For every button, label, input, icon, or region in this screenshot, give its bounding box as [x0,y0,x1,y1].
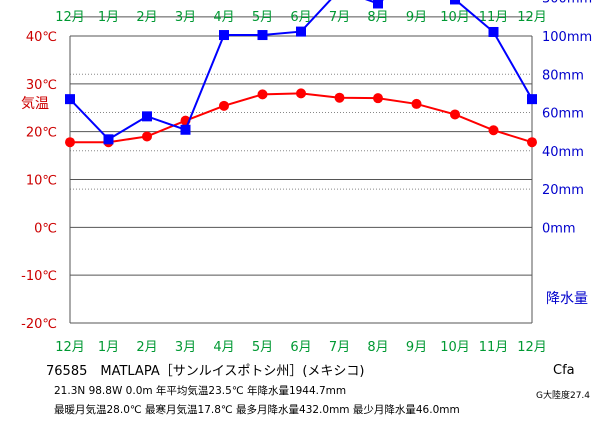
precipitation-point [65,94,75,105]
temperature-tick-label: -20℃ [21,317,57,332]
climate-classification: Cfa [553,363,575,378]
precipitation-tick-label: 60mm [542,107,584,122]
month-label: 1月 [98,10,119,25]
month-label: 6月 [290,340,311,355]
temperature-axis-ticks: 40℃ 30℃ 20℃ 10℃ 0℃ -10℃ -20℃ [21,30,57,332]
month-label: 2月 [136,10,157,25]
month-label: 5月 [252,340,273,355]
month-label: 8月 [367,10,388,25]
month-label: 10月 [440,340,470,355]
month-label: 9月 [406,10,427,25]
temperature-tick-label: -10℃ [21,269,57,284]
month-label: 1月 [98,340,119,355]
temperature-point [488,125,499,136]
continentality-index: G大陸度27.4 [536,391,591,401]
month-label: 3月 [175,10,196,25]
temperature-point [257,89,268,100]
precipitation-point [142,111,152,122]
precipitation-tick-label: 80mm [542,68,584,83]
month-label: 7月 [329,340,350,355]
month-label: 7月 [329,10,350,25]
temperature-tick-label: 30℃ [26,78,57,93]
precipitation-point [488,26,499,37]
temperature-tick-label: 0℃ [34,221,57,236]
chart-grid [69,16,533,324]
station-details-line1: 21.3N 98.8W 0.0m 年平均気温23.5℃ 年降水量1944.7mm [54,385,347,397]
temperature-point [296,88,306,99]
top-month-labels: 12月 1月 2月 3月 4月 5月 6月 7月 8月 9月 10月 11月 12月 [55,10,547,25]
precipitation-axis-label: 降水量 [546,291,588,307]
temperature-point [334,92,345,103]
station-details-line2: 最暖月気温28.0℃ 最寒月気温17.8℃ 最多月降水量432.0mm 最少月降… [54,404,460,416]
precipitation-point [180,124,191,135]
precipitation-point [257,30,268,41]
precipitation-tick-label: 100mm [542,30,592,45]
temperature-point [219,100,229,111]
precipitation-point [450,0,460,5]
precipitation-tick-label: 20mm [542,183,584,198]
temperature-point [65,137,75,148]
precipitation-tick-label: 0mm [542,221,576,236]
precipitation-point [219,30,229,41]
temperature-series [65,88,537,148]
temperature-point [527,137,537,148]
temperature-point [373,93,383,104]
temperature-point [411,98,422,109]
month-label: 4月 [213,10,234,25]
precipitation-point [296,26,306,37]
temperature-axis-label: 気温 [21,96,49,112]
precipitation-axis-ticks: 0mm20mm40mm60mm80mm100mm300mm500mm [542,0,592,236]
station-title: 76585 MATLAPA［サンルイスポトシ州］(メキシコ) [46,364,365,379]
month-label: 8月 [367,340,388,355]
temperature-point [450,109,460,120]
month-label: 11月 [479,10,509,25]
precipitation-point [373,0,383,9]
month-label: 12月 [55,10,85,25]
precipitation-point [103,134,114,145]
month-label: 12月 [517,10,547,25]
temperature-line [70,92,533,144]
temperature-tick-label: 40℃ [26,30,57,45]
month-label: 6月 [290,10,311,25]
precipitation-tick-label: 300mm [542,0,592,7]
month-label: 10月 [440,10,470,25]
precipitation-series [65,0,537,145]
month-label: 12月 [55,340,85,355]
month-label: 5月 [252,10,273,25]
month-label: 12月 [517,340,547,355]
temperature-tick-label: 20℃ [26,126,57,141]
month-label: 3月 [175,340,196,355]
temperature-point [142,131,152,142]
precipitation-tick-label: 40mm [542,145,584,160]
temperature-tick-label: 10℃ [26,174,57,189]
precipitation-point [527,94,537,105]
month-label: 2月 [136,340,157,355]
month-label: 4月 [213,340,234,355]
month-label: 11月 [479,340,509,355]
bottom-month-labels: 12月 1月 2月 3月 4月 5月 6月 7月 8月 9月 10月 11月 12月 [55,340,547,355]
month-label: 9月 [406,340,427,355]
